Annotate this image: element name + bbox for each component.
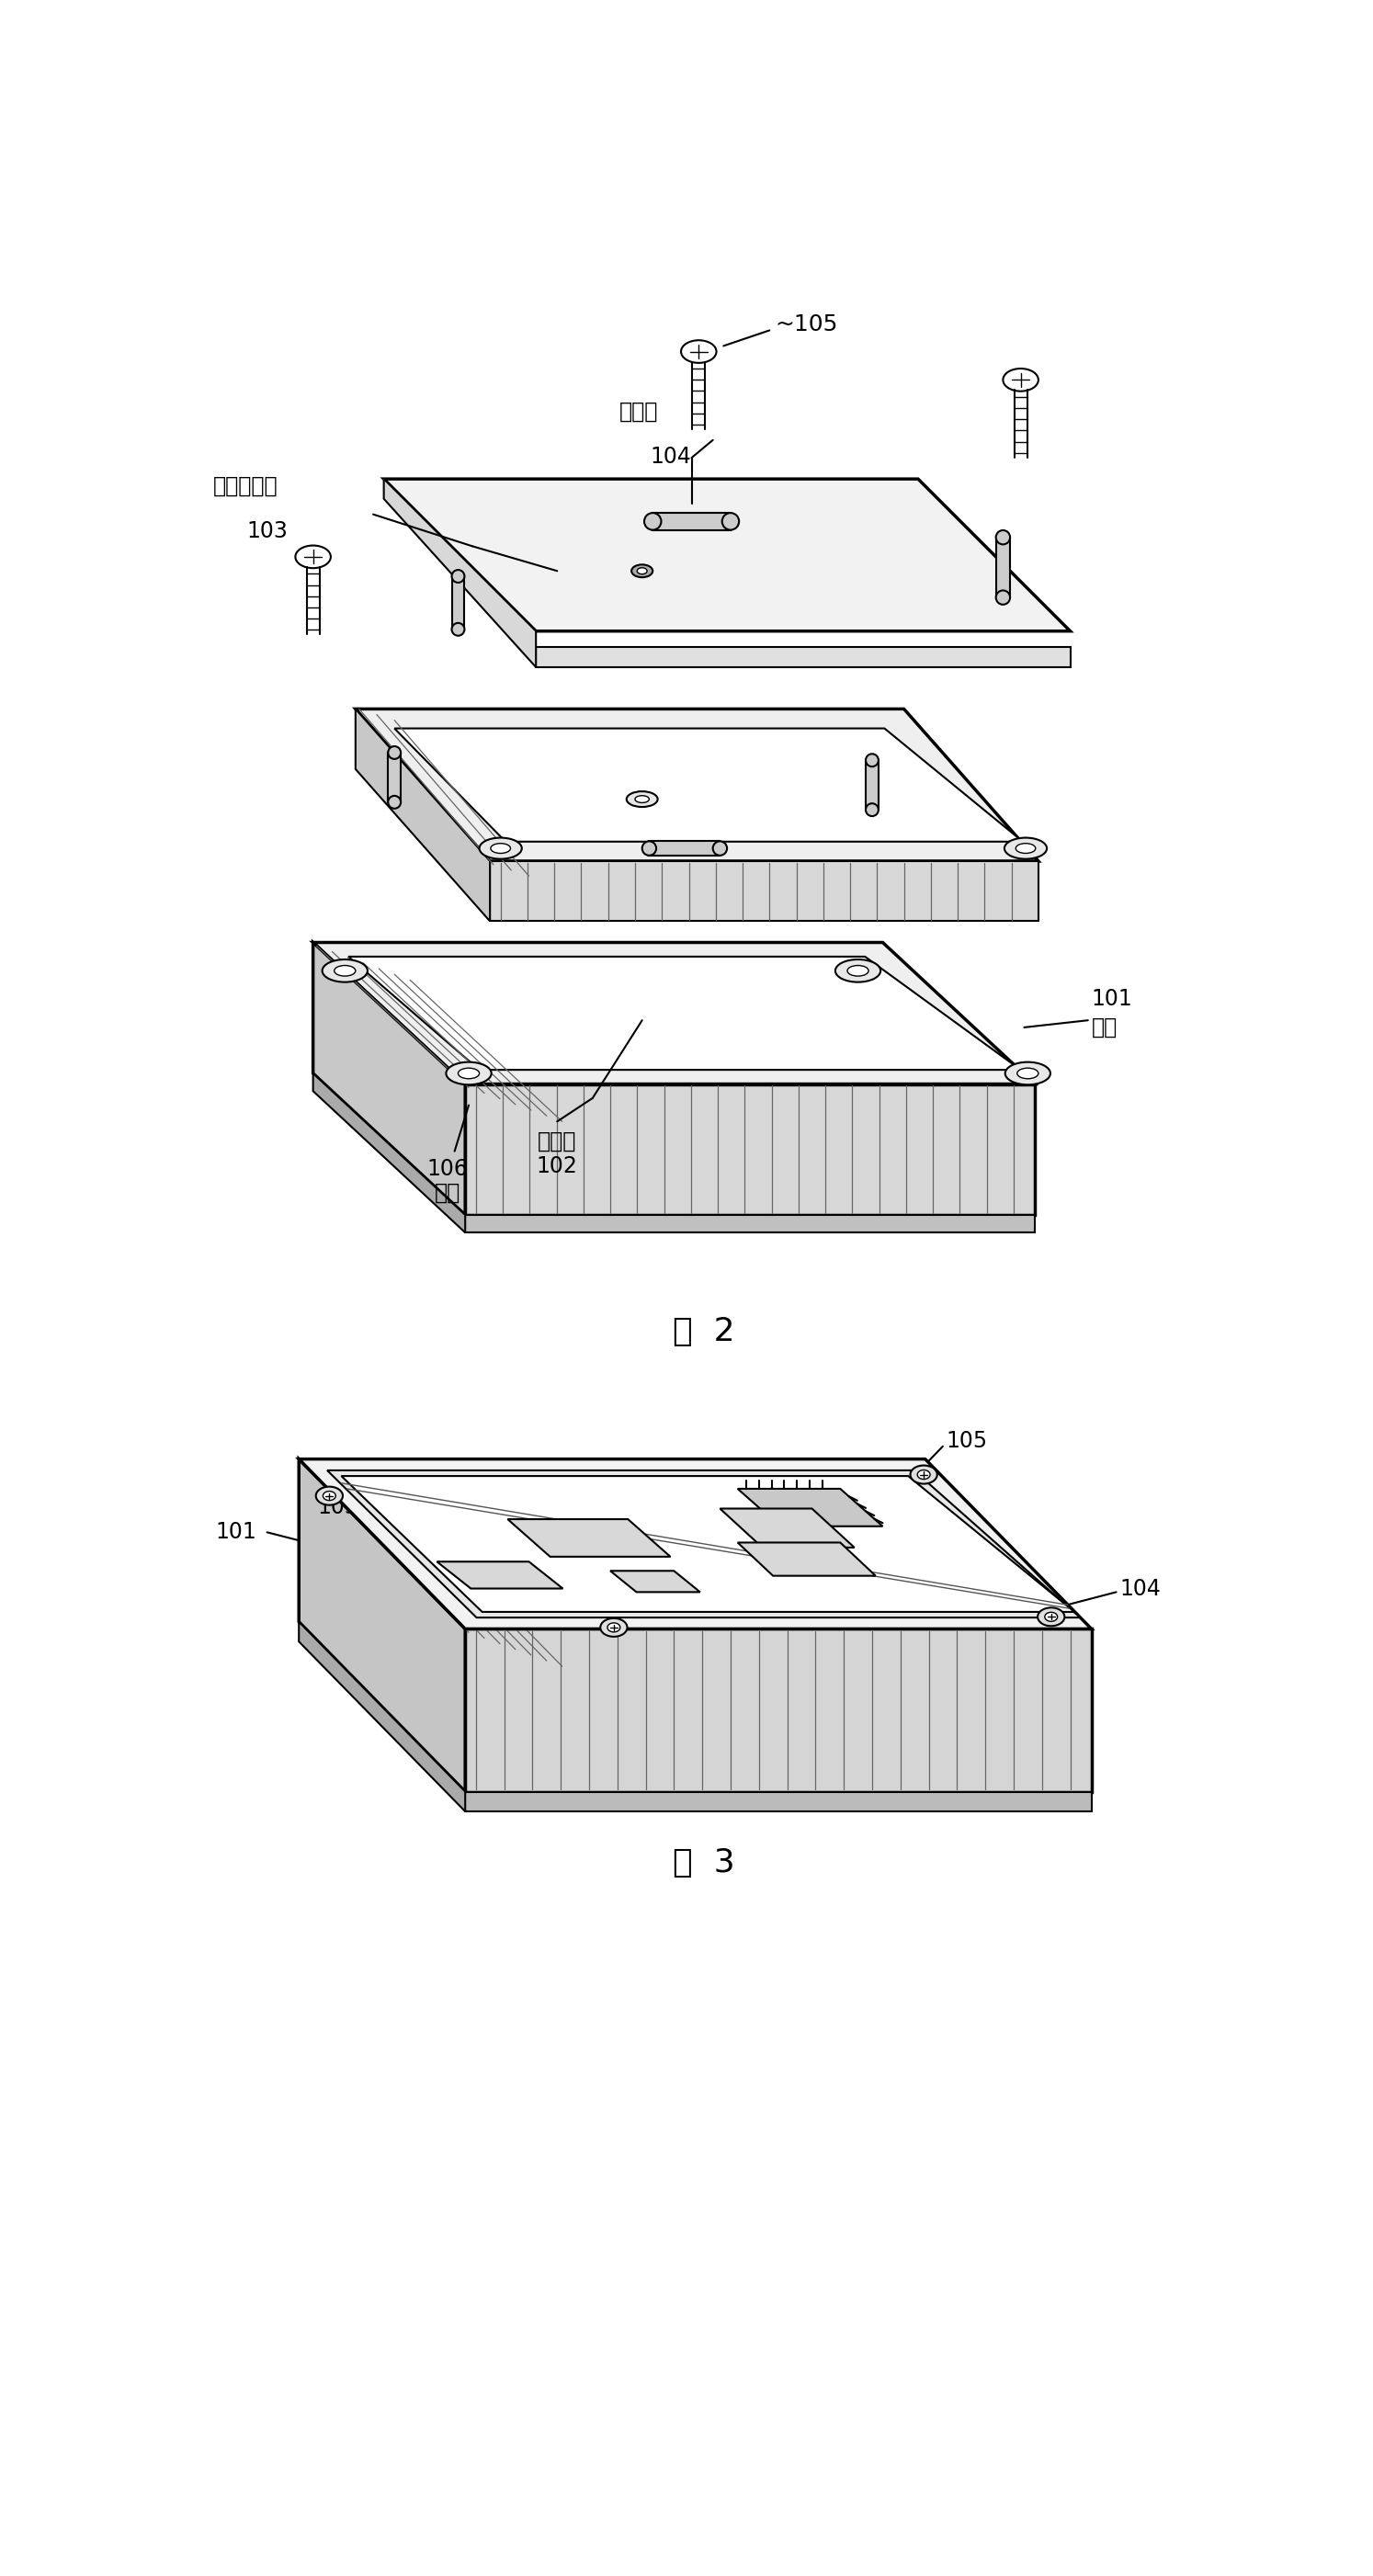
Text: 105: 105	[946, 1430, 987, 1453]
Polygon shape	[737, 1489, 883, 1525]
Ellipse shape	[1045, 1613, 1057, 1620]
Ellipse shape	[1004, 368, 1038, 392]
Ellipse shape	[917, 1471, 930, 1479]
Ellipse shape	[632, 564, 652, 577]
Ellipse shape	[995, 531, 1011, 544]
Text: 印刷线路板: 印刷线路板	[213, 474, 279, 497]
Ellipse shape	[636, 796, 649, 804]
Polygon shape	[384, 479, 535, 667]
Ellipse shape	[316, 1486, 343, 1504]
Ellipse shape	[643, 842, 656, 855]
Ellipse shape	[295, 546, 331, 569]
Text: 103: 103	[317, 1497, 360, 1517]
Ellipse shape	[323, 1492, 335, 1499]
Polygon shape	[490, 860, 1038, 922]
Polygon shape	[719, 1510, 854, 1548]
Polygon shape	[452, 577, 464, 629]
Polygon shape	[465, 1793, 1092, 1811]
Polygon shape	[465, 1216, 1035, 1231]
Polygon shape	[652, 513, 730, 531]
Text: 101: 101	[1092, 989, 1133, 1010]
Ellipse shape	[637, 567, 647, 574]
Text: 104: 104	[1120, 1577, 1162, 1600]
Polygon shape	[327, 1471, 1081, 1618]
Polygon shape	[349, 956, 1020, 1069]
Text: ~105: ~105	[776, 314, 838, 335]
Ellipse shape	[713, 842, 728, 855]
Polygon shape	[866, 760, 879, 809]
Polygon shape	[465, 1084, 1035, 1216]
Ellipse shape	[1005, 837, 1046, 858]
Text: 凸台: 凸台	[434, 1182, 460, 1203]
Ellipse shape	[1038, 1607, 1064, 1625]
Ellipse shape	[452, 569, 464, 582]
Ellipse shape	[995, 590, 1011, 605]
Polygon shape	[313, 943, 1035, 1084]
Polygon shape	[299, 1623, 465, 1811]
Ellipse shape	[910, 1466, 938, 1484]
Ellipse shape	[847, 966, 869, 976]
Ellipse shape	[866, 804, 879, 817]
Polygon shape	[437, 1561, 563, 1589]
Polygon shape	[995, 538, 1011, 598]
Polygon shape	[342, 1476, 1075, 1613]
Polygon shape	[610, 1571, 700, 1592]
Text: 103: 103	[246, 520, 288, 541]
Polygon shape	[737, 1543, 876, 1577]
Text: 106: 106	[427, 1159, 468, 1180]
Ellipse shape	[1017, 1069, 1038, 1079]
Ellipse shape	[334, 966, 356, 976]
Polygon shape	[313, 1074, 465, 1231]
Ellipse shape	[323, 958, 368, 981]
Ellipse shape	[1016, 842, 1035, 853]
Ellipse shape	[600, 1618, 627, 1636]
Ellipse shape	[607, 1623, 621, 1633]
Polygon shape	[389, 752, 401, 801]
Polygon shape	[394, 729, 1023, 842]
Text: 101: 101	[216, 1522, 257, 1543]
Text: 图  3: 图 3	[673, 1847, 735, 1878]
Ellipse shape	[644, 513, 662, 531]
Polygon shape	[535, 647, 1070, 667]
Ellipse shape	[1005, 1061, 1050, 1084]
Ellipse shape	[389, 796, 401, 809]
Ellipse shape	[681, 340, 717, 363]
Ellipse shape	[479, 837, 522, 858]
Polygon shape	[299, 1458, 1092, 1628]
Text: 图  2: 图 2	[673, 1316, 735, 1347]
Text: 长通孔: 长通孔	[619, 399, 658, 422]
Text: 壳体: 壳体	[1092, 1018, 1118, 1038]
Ellipse shape	[446, 1061, 492, 1084]
Text: 102: 102	[537, 1157, 578, 1177]
Ellipse shape	[722, 513, 739, 531]
Polygon shape	[508, 1520, 670, 1556]
Ellipse shape	[626, 791, 658, 806]
Ellipse shape	[866, 755, 879, 768]
Polygon shape	[384, 479, 1070, 631]
Ellipse shape	[459, 1069, 479, 1079]
Ellipse shape	[389, 747, 401, 760]
Polygon shape	[299, 1458, 465, 1793]
Text: 配制孔: 配制孔	[538, 1131, 577, 1151]
Ellipse shape	[452, 623, 464, 636]
Ellipse shape	[835, 958, 880, 981]
Polygon shape	[649, 842, 719, 855]
Text: 104: 104	[649, 446, 691, 469]
Ellipse shape	[490, 842, 511, 853]
Polygon shape	[356, 708, 1038, 860]
Text: 201: 201	[739, 1610, 780, 1631]
Polygon shape	[356, 708, 490, 922]
Polygon shape	[465, 1628, 1092, 1793]
Polygon shape	[313, 943, 465, 1216]
